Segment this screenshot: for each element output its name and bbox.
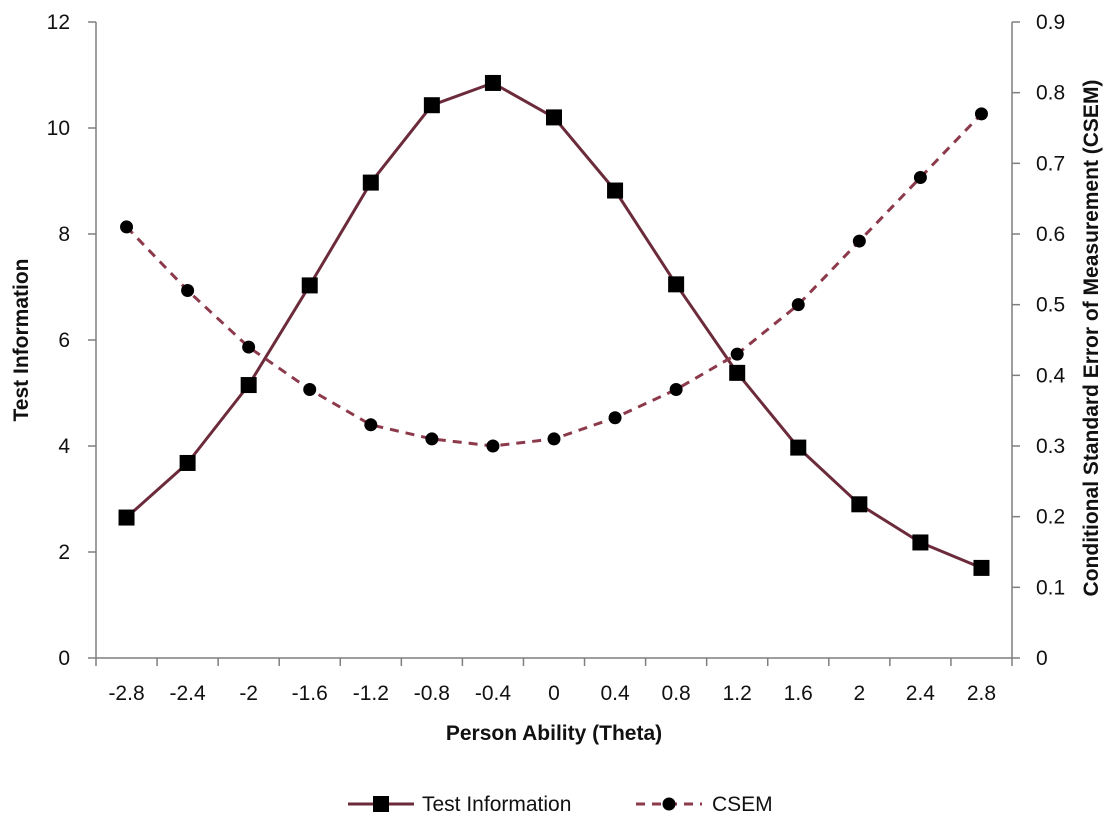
data-point-test-information bbox=[668, 276, 684, 292]
legend-label: Test Information bbox=[422, 793, 571, 816]
data-point-csem bbox=[975, 107, 988, 120]
x-tick-label: 2.8 bbox=[967, 682, 996, 705]
series-line-csem bbox=[127, 114, 982, 446]
legend-swatch-marker bbox=[663, 798, 676, 811]
series-layer bbox=[119, 75, 990, 576]
data-point-csem bbox=[609, 411, 622, 424]
series-csem bbox=[120, 107, 988, 452]
data-point-csem bbox=[242, 341, 255, 354]
data-point-csem bbox=[425, 432, 438, 445]
y2-tick-label: 0.8 bbox=[1036, 82, 1065, 105]
legend: Test Information CSEM bbox=[348, 793, 773, 816]
data-point-csem bbox=[731, 348, 744, 361]
data-point-csem bbox=[486, 440, 499, 453]
x-tick-label: -2.4 bbox=[170, 682, 207, 705]
y2-tick-label: 0 bbox=[1036, 647, 1048, 670]
data-point-test-information bbox=[546, 109, 562, 125]
y-tick-label: 10 bbox=[47, 117, 70, 140]
y-tick-label: 8 bbox=[58, 223, 70, 246]
y2-tick-label: 0.3 bbox=[1036, 435, 1065, 458]
data-point-test-information bbox=[729, 365, 745, 381]
data-point-test-information bbox=[363, 175, 379, 191]
data-point-csem bbox=[548, 432, 561, 445]
data-point-csem bbox=[792, 298, 805, 311]
data-point-csem bbox=[914, 171, 927, 184]
data-point-test-information bbox=[485, 75, 501, 91]
series-line-test-information bbox=[127, 83, 982, 568]
data-point-csem bbox=[303, 383, 316, 396]
data-point-csem bbox=[120, 220, 133, 233]
y-tick-label: 0 bbox=[58, 647, 70, 670]
x-tick-label: -1.2 bbox=[353, 682, 389, 705]
data-point-test-information bbox=[424, 97, 440, 113]
x-tick-label: -0.8 bbox=[414, 682, 450, 705]
x-tick-label: -0.4 bbox=[475, 682, 512, 705]
x-tick-label: -2.8 bbox=[108, 682, 144, 705]
data-point-test-information bbox=[973, 560, 989, 576]
x-tick-label: -2 bbox=[239, 682, 258, 705]
series-test-information bbox=[119, 75, 990, 576]
data-point-csem bbox=[853, 235, 866, 248]
x-tick-label: 2 bbox=[853, 682, 865, 705]
legend-item-csem: CSEM bbox=[636, 793, 773, 816]
y-tick-label: 12 bbox=[47, 11, 70, 34]
data-point-test-information bbox=[180, 455, 196, 471]
legend-label: CSEM bbox=[712, 793, 773, 816]
data-point-test-information bbox=[912, 534, 928, 550]
x-axis-title: Person Ability (Theta) bbox=[446, 722, 662, 745]
legend-swatch-marker bbox=[373, 796, 389, 812]
y2-tick-label: 0.5 bbox=[1036, 294, 1065, 317]
legend-item-test-information: Test Information bbox=[348, 793, 571, 816]
data-point-test-information bbox=[790, 440, 806, 456]
data-point-csem bbox=[181, 284, 194, 297]
data-point-csem bbox=[364, 418, 377, 431]
x-tick-label: 2.4 bbox=[906, 682, 936, 705]
x-tick-label: 1.2 bbox=[723, 682, 752, 705]
x-tick-label: 0.4 bbox=[600, 682, 630, 705]
y2-tick-label: 0.6 bbox=[1036, 223, 1065, 246]
y-tick-label: 4 bbox=[58, 435, 70, 458]
y2-tick-label: 0.1 bbox=[1036, 576, 1065, 599]
data-point-test-information bbox=[119, 510, 135, 526]
y2-tick-label: 0.2 bbox=[1036, 506, 1065, 529]
y2-tick-label: 0.4 bbox=[1036, 364, 1066, 387]
x-tick-label: -1.6 bbox=[292, 682, 328, 705]
y-axis-title: Test Information bbox=[10, 259, 33, 422]
y2-tick-label: 0.9 bbox=[1036, 11, 1065, 34]
x-tick-label: 0.8 bbox=[662, 682, 691, 705]
x-tick-label: 1.6 bbox=[784, 682, 813, 705]
x-tick-label: 0 bbox=[548, 682, 560, 705]
data-point-test-information bbox=[241, 377, 257, 393]
data-point-test-information bbox=[851, 496, 867, 512]
data-point-test-information bbox=[302, 277, 318, 293]
y-tick-label: 2 bbox=[58, 541, 70, 564]
data-point-csem bbox=[670, 383, 683, 396]
data-point-test-information bbox=[607, 183, 623, 199]
y-tick-label: 6 bbox=[58, 329, 70, 352]
y2-tick-label: 0.7 bbox=[1036, 152, 1065, 175]
y2-axis-title: Conditional Standard Error of Measuremen… bbox=[1080, 80, 1103, 597]
